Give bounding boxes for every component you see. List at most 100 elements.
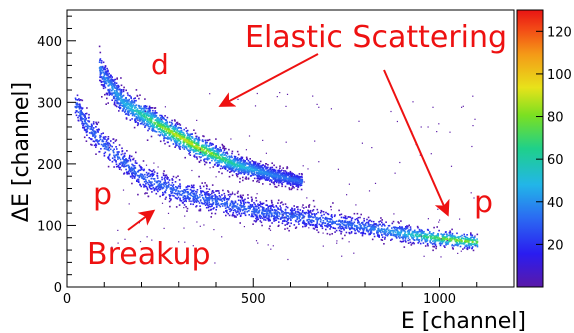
density-cell bbox=[268, 220, 270, 222]
density-cell bbox=[208, 194, 210, 197]
density-cell bbox=[221, 200, 223, 202]
density-cell bbox=[415, 238, 418, 241]
density-cell bbox=[455, 244, 458, 246]
density-cell bbox=[269, 172, 271, 174]
density-cell bbox=[97, 130, 99, 133]
density-cell bbox=[205, 150, 208, 152]
density-cell bbox=[116, 155, 119, 158]
density-cell bbox=[346, 221, 348, 224]
density-cell bbox=[120, 77, 122, 79]
density-cell bbox=[80, 107, 82, 109]
density-cell bbox=[189, 192, 192, 194]
density-cell bbox=[175, 197, 178, 200]
density-cell bbox=[475, 240, 478, 243]
density-cell bbox=[115, 82, 118, 84]
density-cell bbox=[208, 194, 210, 196]
density-cell bbox=[417, 242, 419, 244]
density-cell bbox=[119, 94, 122, 96]
density-cell bbox=[107, 102, 109, 104]
density-cell bbox=[333, 215, 336, 218]
density-cell bbox=[212, 198, 215, 200]
density-cell bbox=[380, 231, 382, 234]
density-cell bbox=[413, 239, 415, 241]
density-cell bbox=[270, 206, 272, 208]
density-cell bbox=[219, 160, 222, 163]
density-cell bbox=[88, 132, 91, 134]
density-cell bbox=[243, 212, 246, 215]
density-cell bbox=[408, 229, 411, 231]
density-cell bbox=[94, 131, 97, 133]
density-cell bbox=[256, 219, 258, 221]
density-cell bbox=[269, 166, 272, 169]
density-cell bbox=[159, 118, 161, 120]
density-cell bbox=[418, 235, 421, 238]
density-cell bbox=[107, 80, 109, 82]
density-cell bbox=[296, 174, 298, 177]
density-cell bbox=[218, 156, 221, 158]
density-cell bbox=[100, 65, 102, 68]
density-cell bbox=[350, 232, 353, 234]
density-cell bbox=[270, 215, 273, 218]
density-cell bbox=[230, 168, 233, 170]
density-cell bbox=[195, 193, 198, 195]
density-cell bbox=[220, 165, 222, 167]
density-cell bbox=[258, 216, 261, 218]
density-cell bbox=[280, 179, 283, 182]
density-cell bbox=[466, 238, 469, 241]
density-cell bbox=[429, 236, 432, 238]
density-cell bbox=[191, 141, 193, 144]
density-cell bbox=[251, 164, 253, 167]
density-cell bbox=[111, 94, 113, 96]
density-cell bbox=[442, 237, 444, 240]
density-cell bbox=[295, 182, 298, 184]
density-cell bbox=[146, 139, 149, 141]
density-cell bbox=[293, 180, 295, 182]
density-cell bbox=[403, 230, 406, 232]
density-cell bbox=[187, 149, 189, 151]
density-cell bbox=[445, 238, 448, 240]
density-cell bbox=[136, 124, 139, 127]
density-cell bbox=[136, 94, 139, 97]
density-cell bbox=[460, 242, 462, 245]
density-cell bbox=[153, 126, 156, 129]
density-cell bbox=[236, 157, 239, 159]
density-cell bbox=[92, 121, 95, 123]
density-cell bbox=[351, 222, 353, 224]
density-cell bbox=[124, 105, 127, 107]
density-cell bbox=[273, 212, 276, 214]
density-cell bbox=[82, 112, 84, 115]
density-cell bbox=[160, 124, 162, 126]
density-cell bbox=[476, 233, 479, 236]
density-cell bbox=[177, 140, 179, 143]
density-cell bbox=[381, 219, 383, 221]
density-cell bbox=[262, 183, 264, 185]
density-cell bbox=[128, 166, 130, 169]
density-cell bbox=[108, 142, 111, 145]
density-cell bbox=[199, 209, 202, 212]
density-cell bbox=[137, 111, 140, 114]
density-cell bbox=[168, 138, 170, 140]
density-cell bbox=[291, 177, 293, 179]
density-cell bbox=[453, 238, 456, 241]
density-cell bbox=[413, 236, 415, 238]
density-cell bbox=[267, 217, 270, 219]
density-cell bbox=[466, 247, 468, 250]
density-cell bbox=[286, 223, 289, 225]
density-cell bbox=[258, 170, 261, 172]
density-cell bbox=[297, 214, 300, 216]
density-cell bbox=[253, 213, 255, 215]
density-cell bbox=[126, 171, 128, 173]
density-cell bbox=[201, 182, 203, 184]
density-cell bbox=[125, 108, 127, 111]
density-cell bbox=[360, 213, 362, 216]
density-cell bbox=[183, 194, 186, 197]
density-cell bbox=[144, 112, 146, 114]
density-cell bbox=[275, 171, 277, 173]
density-cell bbox=[269, 179, 272, 181]
density-cell bbox=[438, 242, 441, 245]
density-cell bbox=[139, 120, 141, 122]
density-cell bbox=[414, 229, 416, 232]
density-cell bbox=[108, 77, 110, 80]
density-cell bbox=[281, 214, 284, 217]
density-cell bbox=[79, 103, 81, 106]
